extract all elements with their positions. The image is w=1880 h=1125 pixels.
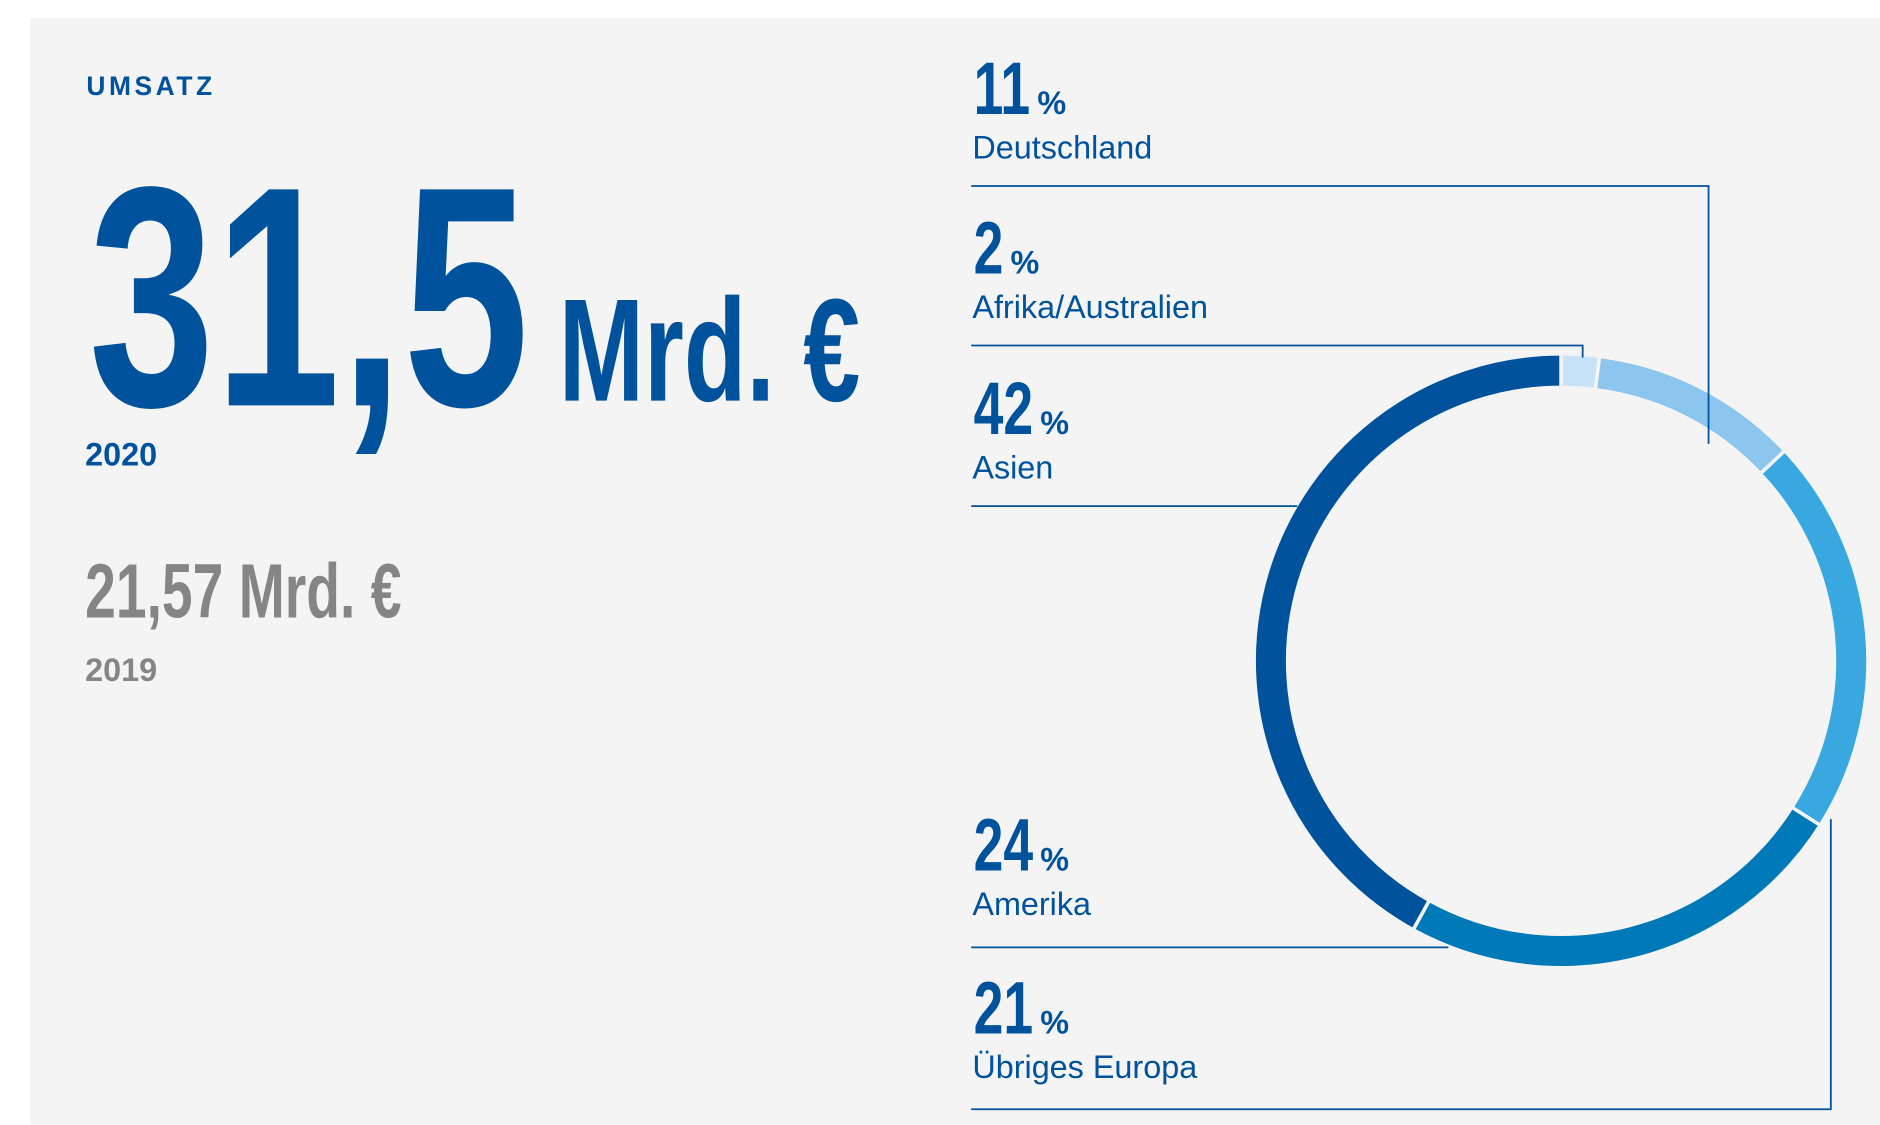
value-label: 42 (974, 366, 1034, 450)
value-unit: % (1037, 85, 1066, 121)
category-label: Deutschland (972, 129, 1152, 165)
donut-segment (1255, 355, 1562, 929)
value-unit: % (1040, 842, 1069, 878)
kpi-value: 31,5 (89, 122, 529, 473)
previous-year: 2019 (85, 652, 157, 688)
kpi-year: 2020 (85, 436, 157, 472)
category-label: Amerika (972, 886, 1091, 922)
donut-segment (1595, 358, 1784, 473)
connector (971, 185, 1710, 444)
value-unit: % (1011, 245, 1040, 281)
kpi-unit: Mrd. € (559, 269, 861, 432)
category-label: Asien (972, 450, 1053, 486)
segment-gap (1759, 449, 1787, 475)
previous-value: 21,57 Mrd. € (85, 549, 401, 635)
value-label: 11 (974, 46, 1031, 130)
segment-gap (1593, 356, 1602, 390)
value-label: 24 (974, 803, 1034, 887)
donut-segment (1414, 808, 1819, 966)
value-unit: % (1040, 1005, 1069, 1041)
connector (971, 819, 1832, 1111)
category-label: Übriges Europa (972, 1049, 1197, 1085)
connector (971, 344, 1584, 358)
donut-segment (1761, 451, 1867, 825)
segment-gap (1411, 899, 1431, 931)
category-label: Afrika/Australien (972, 289, 1208, 325)
value-label: 2 (974, 206, 1004, 290)
value-label: 21 (974, 966, 1034, 1050)
segment-gap (1790, 805, 1822, 827)
section-label: UMSATZ (86, 71, 215, 101)
value-unit: % (1040, 405, 1069, 441)
donut-segment (1560, 355, 1600, 388)
